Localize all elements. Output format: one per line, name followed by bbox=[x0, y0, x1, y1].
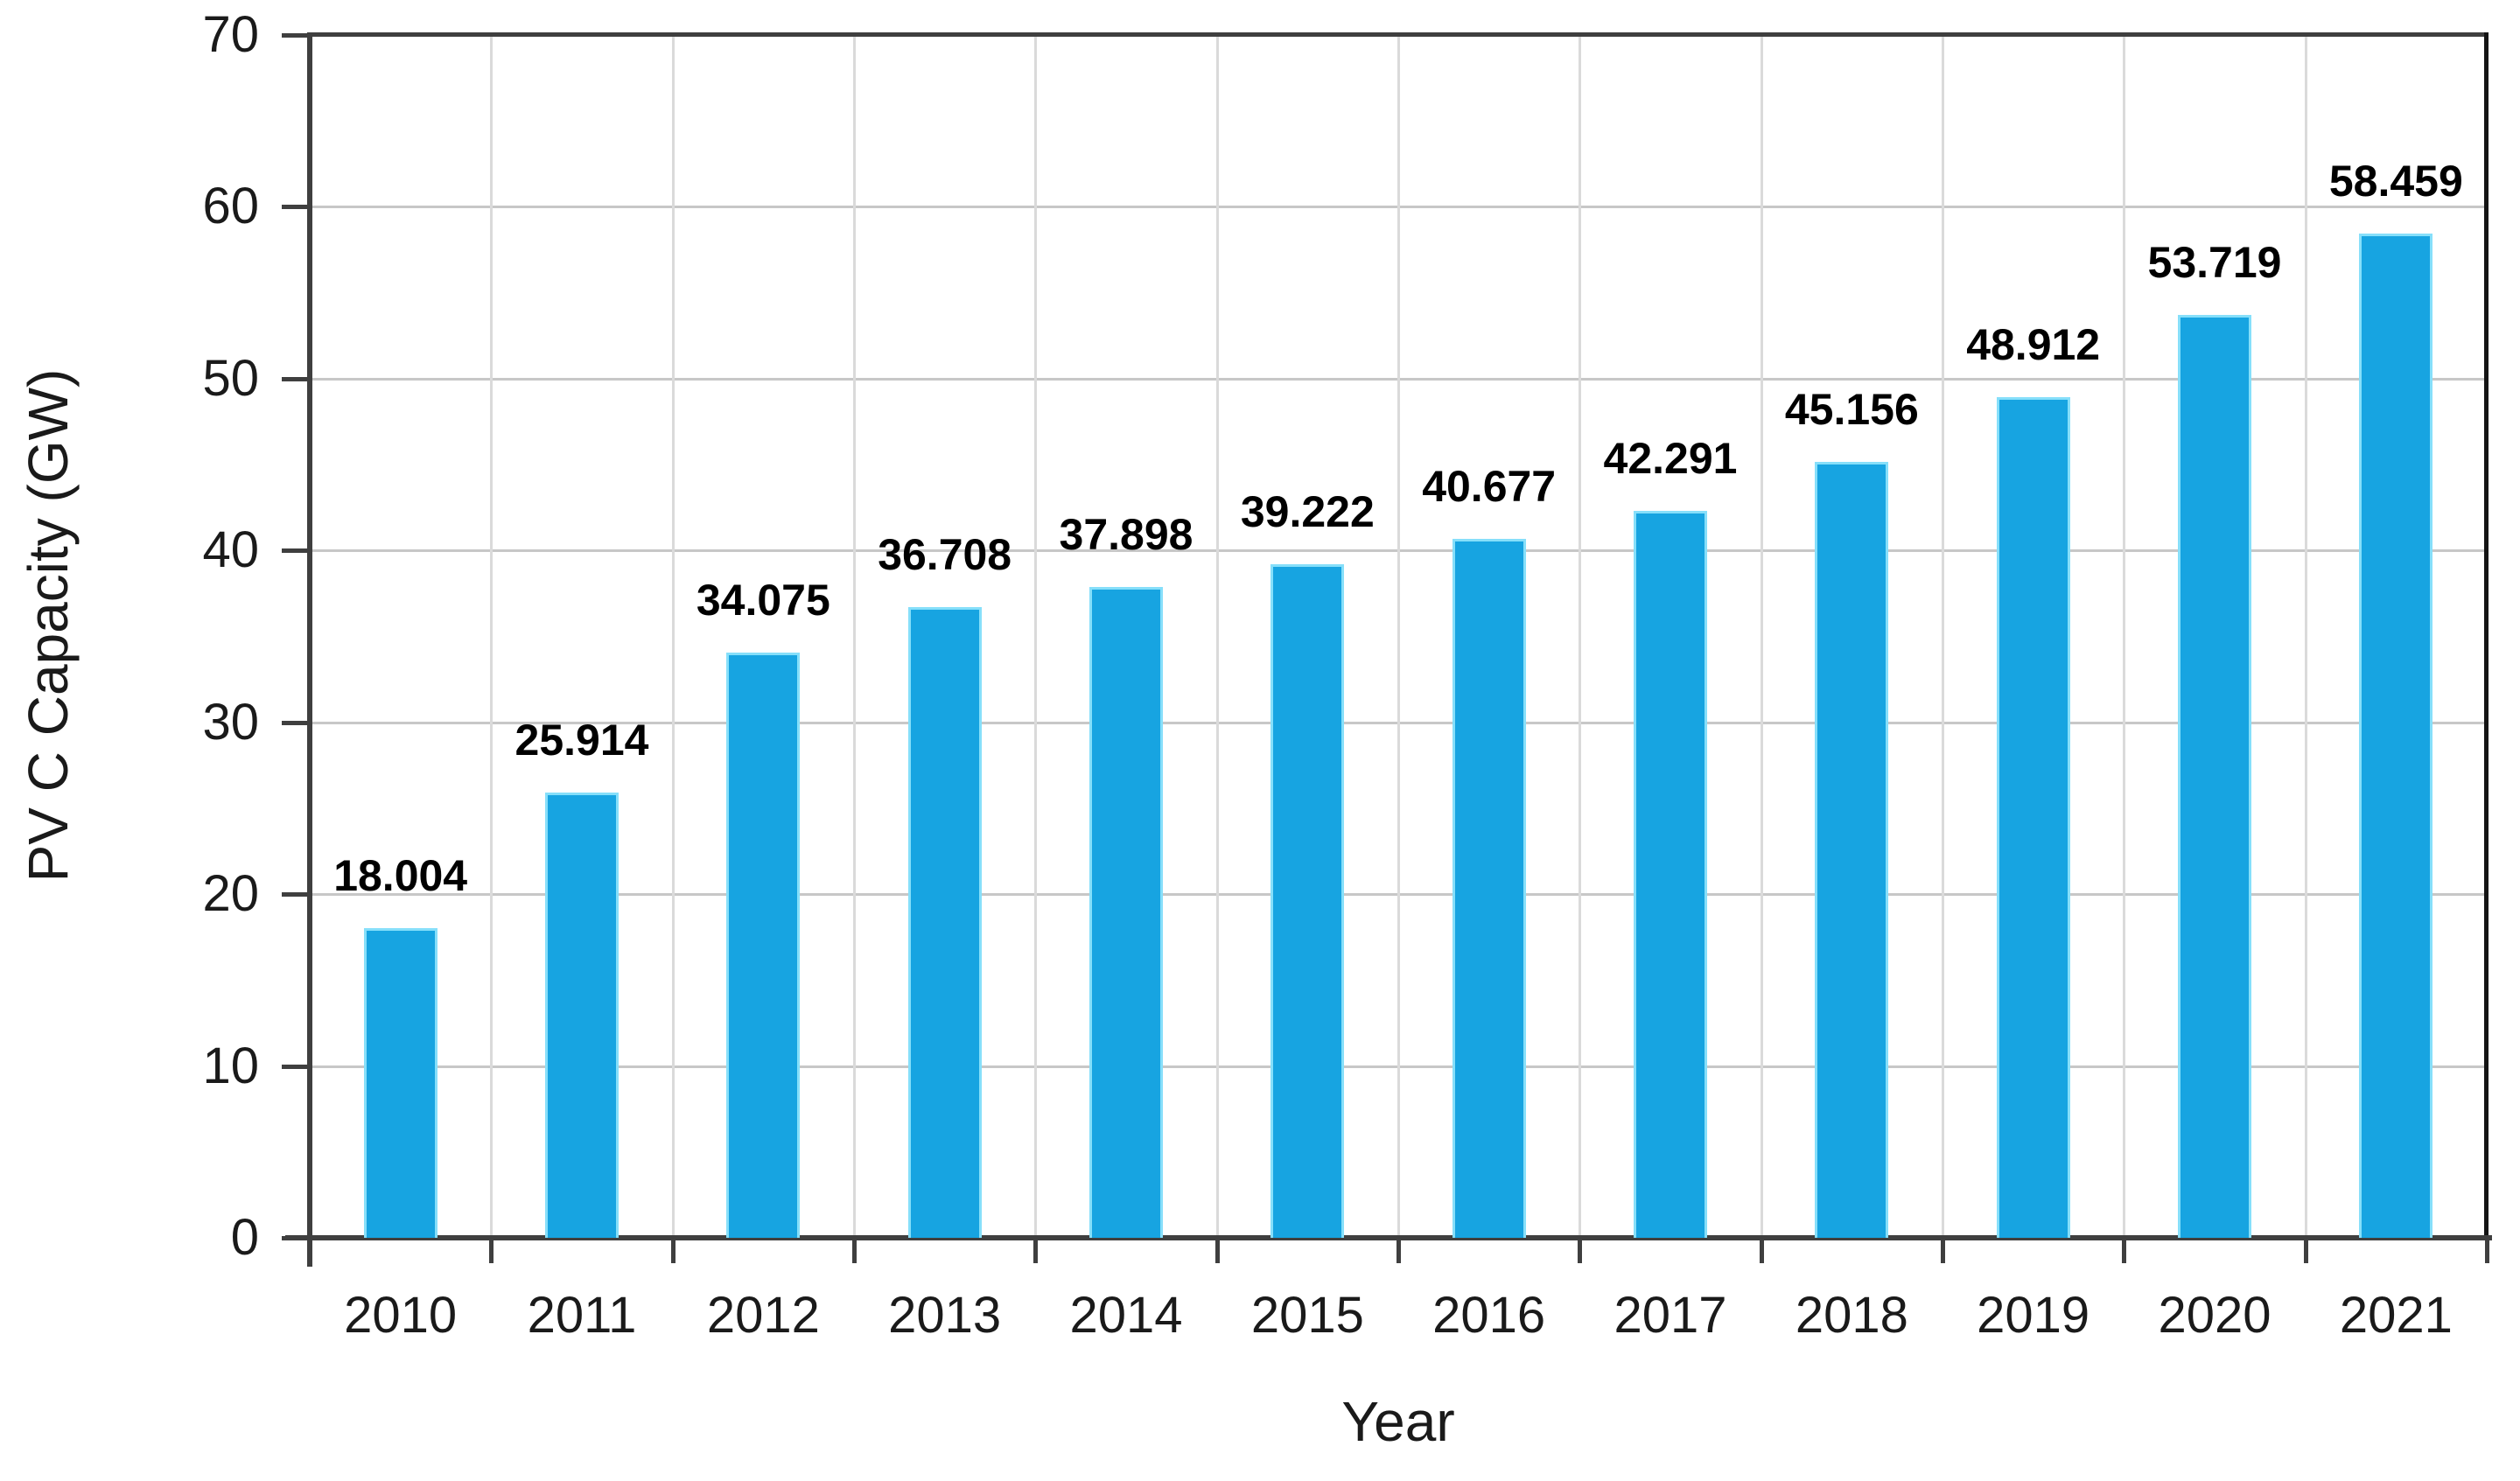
bar-2017 bbox=[1634, 511, 1707, 1238]
x-tick-label-2013: 2013 bbox=[888, 1287, 1002, 1344]
y-tick-label-40: 40 bbox=[202, 521, 259, 579]
v-gridline-2 bbox=[671, 37, 675, 1235]
y-tick-label-70: 70 bbox=[202, 6, 259, 63]
data-label-2021: 58.459 bbox=[2328, 156, 2463, 206]
bar-2014 bbox=[1089, 586, 1163, 1238]
x-tick-label-2015: 2015 bbox=[1250, 1287, 1364, 1344]
x-tick-label-2020: 2020 bbox=[2158, 1287, 2272, 1344]
x-tick-label-2012: 2012 bbox=[706, 1287, 820, 1344]
y-tick-0 bbox=[282, 1236, 310, 1240]
x-tick-4 bbox=[1033, 1240, 1039, 1263]
bar-2016 bbox=[1452, 538, 1526, 1238]
y-tick-60 bbox=[282, 205, 310, 210]
v-gridline-6 bbox=[1397, 37, 1400, 1235]
y-tick-50 bbox=[282, 376, 310, 381]
data-label-2010: 18.004 bbox=[333, 851, 468, 901]
x-tick-1 bbox=[489, 1240, 494, 1263]
y-tick-label-10: 10 bbox=[202, 1037, 259, 1094]
x-tick-label-2010: 2010 bbox=[344, 1287, 458, 1344]
bar-2011 bbox=[545, 792, 619, 1238]
y-tick-40 bbox=[282, 548, 310, 554]
y-tick-label-60: 60 bbox=[202, 178, 259, 235]
data-label-2012: 34.075 bbox=[696, 575, 830, 625]
data-label-2015: 39.222 bbox=[1240, 486, 1375, 536]
x-tick-label-2017: 2017 bbox=[1614, 1287, 1727, 1344]
x-tick-10 bbox=[2122, 1240, 2127, 1263]
x-tick-6 bbox=[1396, 1240, 1401, 1263]
y-tick-label-30: 30 bbox=[202, 693, 259, 751]
data-label-2020: 53.719 bbox=[2147, 237, 2282, 287]
y-tick-30 bbox=[282, 720, 310, 725]
plot-border-right bbox=[2484, 32, 2488, 1238]
y-axis-title: PV C Capacity (GW) bbox=[17, 368, 80, 883]
x-tick-label-2019: 2019 bbox=[1977, 1287, 2090, 1344]
y-tick-20 bbox=[282, 892, 310, 898]
x-tick-5 bbox=[1214, 1240, 1220, 1263]
x-tick-label-2014: 2014 bbox=[1069, 1287, 1183, 1344]
data-label-2019: 48.912 bbox=[1966, 320, 2101, 370]
x-tick-label-2018: 2018 bbox=[1795, 1287, 1908, 1344]
bar-2010 bbox=[363, 928, 438, 1238]
y-tick-label-50: 50 bbox=[202, 349, 259, 407]
x-axis-line bbox=[285, 1235, 2492, 1240]
v-gridline-5 bbox=[1215, 37, 1219, 1235]
y-tick-label-20: 20 bbox=[202, 865, 259, 923]
x-tick-11 bbox=[2303, 1240, 2308, 1263]
x-tick-0 bbox=[308, 1240, 312, 1263]
y-axis-line bbox=[307, 32, 312, 1267]
v-gridline-4 bbox=[1034, 37, 1038, 1235]
bar-2015 bbox=[1270, 563, 1345, 1238]
v-gridline-3 bbox=[853, 37, 856, 1235]
x-tick-label-2021: 2021 bbox=[2339, 1287, 2453, 1344]
v-gridline-1 bbox=[490, 37, 494, 1235]
y-tick-70 bbox=[282, 33, 310, 38]
v-gridline-7 bbox=[1578, 37, 1582, 1235]
bar-2019 bbox=[1996, 397, 2070, 1238]
data-label-2017: 42.291 bbox=[1603, 434, 1738, 484]
bar-2021 bbox=[2359, 233, 2433, 1238]
x-tick-8 bbox=[1759, 1240, 1764, 1263]
data-label-2013: 36.708 bbox=[878, 529, 1012, 579]
plot-border-top bbox=[307, 32, 2488, 37]
x-tick-label-2011: 2011 bbox=[527, 1287, 637, 1344]
bar-2013 bbox=[907, 606, 982, 1238]
data-label-2014: 37.898 bbox=[1059, 509, 1194, 559]
x-tick-12 bbox=[2485, 1240, 2489, 1263]
data-label-2011: 25.914 bbox=[514, 715, 649, 765]
x-tick-2 bbox=[670, 1240, 676, 1263]
v-gridline-8 bbox=[1760, 37, 1763, 1235]
x-tick-label-2016: 2016 bbox=[1432, 1287, 1546, 1344]
data-label-2016: 40.677 bbox=[1422, 461, 1557, 511]
x-tick-7 bbox=[1578, 1240, 1583, 1263]
x-axis-title: Year bbox=[1341, 1390, 1455, 1453]
v-gridline-9 bbox=[1942, 37, 1944, 1235]
y-tick-label-0: 0 bbox=[230, 1209, 259, 1266]
v-gridline-10 bbox=[2123, 37, 2126, 1235]
bar-2020 bbox=[2178, 314, 2251, 1238]
x-tick-3 bbox=[852, 1240, 857, 1263]
v-gridline-11 bbox=[2304, 37, 2307, 1235]
y-tick-10 bbox=[282, 1064, 310, 1069]
x-tick-9 bbox=[1941, 1240, 1945, 1263]
data-label-2018: 45.156 bbox=[1784, 385, 1919, 434]
bar-2018 bbox=[1815, 462, 1889, 1238]
bar-2012 bbox=[726, 652, 801, 1238]
